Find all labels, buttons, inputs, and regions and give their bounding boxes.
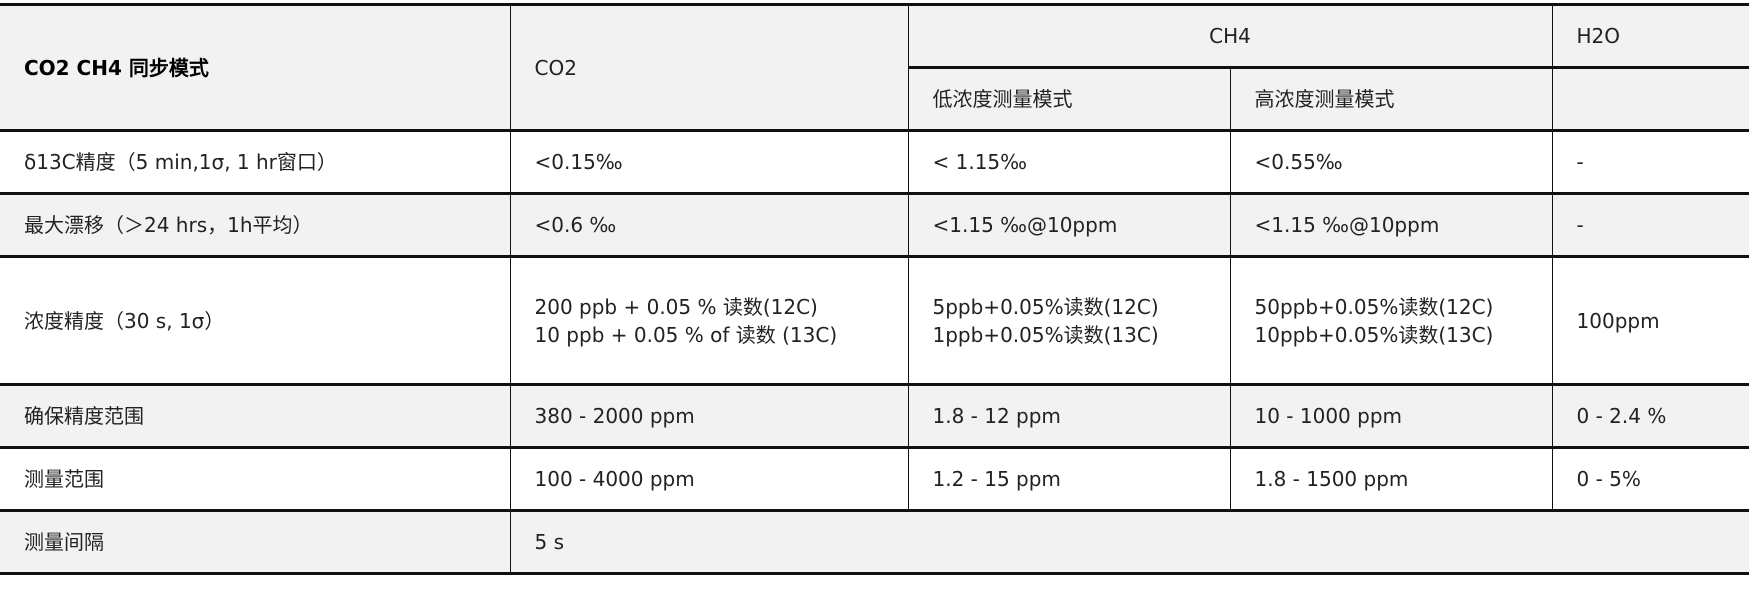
cell-line: 10 ppb + 0.05 % of 读数 (13C) xyxy=(534,322,838,347)
cell-interval: 5 s xyxy=(509,509,1749,575)
cell-line: 1ppb+0.05%读数(13C) xyxy=(932,322,1159,347)
cell-ch4-low: 1.2 - 15 ppm xyxy=(907,446,1231,512)
header-ch4-high: 高浓度测量模式 xyxy=(1229,66,1553,132)
mode-title: CO2 CH4 同步模式 xyxy=(0,3,511,132)
header-row-1: CO2 CH4 同步模式 CO2 CH4 H2O xyxy=(0,3,1749,132)
cell-ch4-high: 1.8 - 1500 ppm xyxy=(1229,446,1553,512)
cell-line: 50ppb+0.05%读数(12C) xyxy=(1254,294,1494,319)
header-h2o: H2O xyxy=(1551,3,1749,69)
cell-line: 5ppb+0.05%读数(12C) xyxy=(932,294,1159,319)
cell-h2o: - xyxy=(1551,129,1749,195)
row-label: 最大漂移（＞24 hrs，1h平均） xyxy=(0,192,511,258)
cell-co2: <0.15‰ xyxy=(509,129,909,195)
header-row-2: 低浓度测量模式 高浓度测量模式 xyxy=(0,66,1749,132)
cell-co2: 200 ppb + 0.05 % 读数(12C) 10 ppb + 0.05 % … xyxy=(509,255,909,386)
table-row: 确保精度范围 380 - 2000 ppm 1.8 - 12 ppm 10 - … xyxy=(0,383,1749,449)
cell-h2o: 0 - 5% xyxy=(1551,446,1749,512)
row-label: 确保精度范围 xyxy=(0,383,511,449)
cell-h2o: - xyxy=(1551,192,1749,258)
cell-h2o: 0 - 2.4 % xyxy=(1551,383,1749,449)
header-co2: CO2 xyxy=(509,3,909,132)
table-row: 测量范围 100 - 4000 ppm 1.2 - 15 ppm 1.8 - 1… xyxy=(0,446,1749,512)
cell-ch4-high: 10 - 1000 ppm xyxy=(1229,383,1553,449)
row-label: δ13C精度（5 min,1σ, 1 hr窗口） xyxy=(0,129,511,195)
cell-ch4-low: 1.8 - 12 ppm xyxy=(907,383,1231,449)
table-row: 测量间隔 5 s xyxy=(0,509,1749,575)
header-ch4-low: 低浓度测量模式 xyxy=(908,66,1231,132)
header-ch4: CH4 xyxy=(907,3,1553,69)
cell-co2: <0.6 ‰ xyxy=(509,192,909,258)
cell-ch4-high: <1.15 ‰@10ppm xyxy=(1229,192,1553,258)
header-h2o-empty xyxy=(1551,66,1749,132)
cell-co2: 100 - 4000 ppm xyxy=(509,446,909,512)
row-label: 测量间隔 xyxy=(0,509,511,575)
table-row: δ13C精度（5 min,1σ, 1 hr窗口） <0.15‰ < 1.15‰ … xyxy=(0,129,1749,195)
cell-ch4-high: <0.55‰ xyxy=(1229,129,1553,195)
cell-line: 10ppb+0.05%读数(13C) xyxy=(1254,322,1494,347)
cell-ch4-high: 50ppb+0.05%读数(12C) 10ppb+0.05%读数(13C) xyxy=(1229,255,1553,386)
cell-ch4-low: <1.15 ‰@10ppm xyxy=(907,192,1231,258)
cell-co2: 380 - 2000 ppm xyxy=(509,383,909,449)
row-label: 浓度精度（30 s, 1σ） xyxy=(0,255,511,386)
cell-h2o: 100ppm xyxy=(1551,255,1749,386)
cell-ch4-low: < 1.15‰ xyxy=(907,129,1231,195)
row-label: 测量范围 xyxy=(0,446,511,512)
spec-table: CO2 CH4 同步模式 CO2 CH4 H2O 低浓度测量模式 高浓度测量模式… xyxy=(0,3,1749,575)
cell-line: 200 ppb + 0.05 % 读数(12C) xyxy=(534,294,818,319)
table-row: 浓度精度（30 s, 1σ） 200 ppb + 0.05 % 读数(12C) 1… xyxy=(0,255,1749,386)
cell-ch4-low: 5ppb+0.05%读数(12C) 1ppb+0.05%读数(13C) xyxy=(907,255,1231,386)
table-row: 最大漂移（＞24 hrs，1h平均） <0.6 ‰ <1.15 ‰@10ppm … xyxy=(0,192,1749,258)
